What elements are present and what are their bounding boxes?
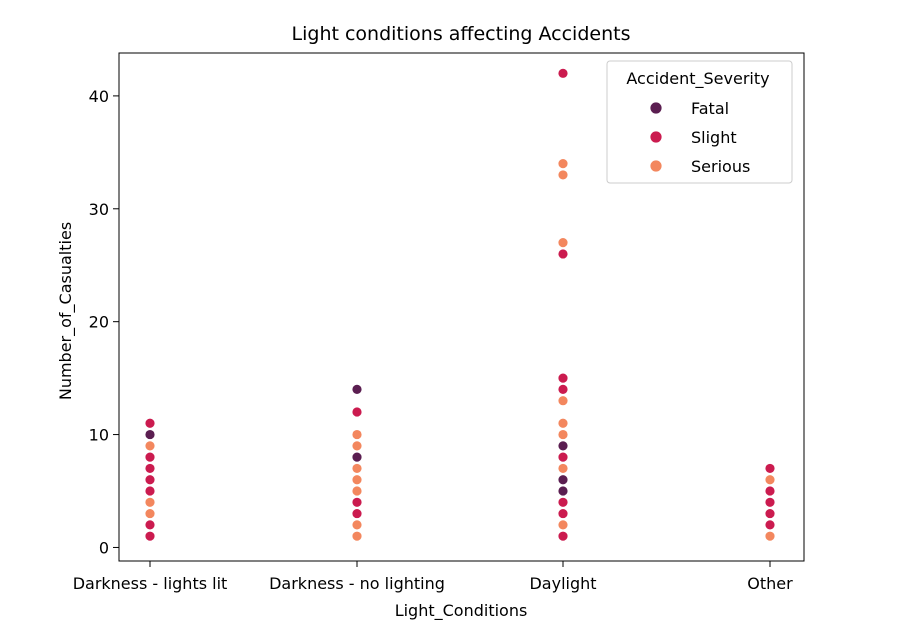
- point-fatal: [144, 429, 156, 440]
- points-layer: [144, 67, 776, 542]
- point-serious: [351, 440, 363, 452]
- point-slight: [557, 372, 569, 384]
- point-slight: [557, 384, 569, 395]
- y-tick-label: 20: [89, 313, 109, 332]
- point-slight: [764, 496, 776, 508]
- x-tick-label-daylight: Daylight: [529, 574, 596, 593]
- legend-entries: Fatal Slight Serious: [649, 99, 750, 176]
- x-axis-label: Light_Conditions: [395, 601, 528, 621]
- point-slight: [557, 530, 569, 542]
- point-serious: [557, 158, 569, 170]
- plot-frame: [118, 52, 805, 562]
- point-fatal: [351, 451, 363, 463]
- point-serious: [764, 530, 776, 542]
- point-slight: [351, 508, 363, 519]
- y-tick-label: 10: [89, 426, 109, 445]
- point-serious: [144, 496, 156, 508]
- legend-marker-serious: [649, 159, 663, 173]
- legend-box: [606, 60, 793, 184]
- point-slight: [557, 496, 569, 508]
- point-slight: [351, 496, 363, 508]
- legend-label-serious: Serious: [691, 157, 750, 176]
- point-slight: [764, 519, 776, 531]
- point-serious: [557, 519, 569, 531]
- x-tick-label-darkness-no-lighting: Darkness - no lighting: [269, 574, 445, 593]
- legend-marker-fatal: [649, 101, 663, 115]
- legend-label-slight: Slight: [691, 128, 737, 147]
- point-slight: [144, 485, 156, 497]
- chart-title: Light conditions affecting Accidents: [292, 23, 631, 45]
- point-slight: [557, 451, 569, 463]
- point-serious: [351, 463, 363, 474]
- point-serious: [557, 417, 569, 429]
- x-tick-label-other: Other: [747, 574, 793, 593]
- point-serious: [351, 474, 363, 486]
- point-fatal: [557, 440, 569, 452]
- point-serious: [557, 169, 569, 181]
- legend-marker-slight: [649, 130, 663, 144]
- point-slight: [351, 406, 363, 418]
- y-tick-label: 40: [89, 87, 109, 106]
- y-axis-label: Number_of_Casualties: [56, 222, 76, 400]
- point-slight: [144, 530, 156, 542]
- point-serious: [764, 474, 776, 486]
- point-slight: [144, 519, 156, 531]
- point-serious: [144, 440, 156, 452]
- point-serious: [557, 429, 569, 440]
- point-serious: [144, 508, 156, 519]
- legend-label-fatal: Fatal: [691, 99, 729, 118]
- point-serious: [351, 485, 363, 497]
- point-slight: [764, 508, 776, 519]
- point-serious: [557, 463, 569, 474]
- point-serious: [351, 530, 363, 542]
- legend-title: Accident_Severity: [626, 69, 769, 89]
- point-serious: [557, 395, 569, 407]
- point-fatal: [557, 485, 569, 497]
- y-axis: 0 10 20 30 40: [89, 87, 119, 557]
- x-tick-label-darkness-lights-lit: Darkness - lights lit: [73, 574, 228, 593]
- point-slight: [557, 508, 569, 519]
- point-serious: [557, 237, 569, 249]
- point-slight: [764, 485, 776, 497]
- point-fatal: [557, 474, 569, 486]
- y-tick-label: 30: [89, 200, 109, 219]
- point-slight: [764, 463, 776, 474]
- point-slight: [144, 474, 156, 486]
- point-serious: [351, 519, 363, 531]
- point-slight: [557, 67, 569, 79]
- point-slight: [144, 463, 156, 474]
- point-fatal: [351, 384, 363, 395]
- point-slight: [557, 248, 569, 260]
- point-slight: [144, 417, 156, 429]
- y-tick-label: 0: [99, 538, 109, 557]
- legend: Accident_Severity Fatal Slight Serious: [606, 60, 793, 184]
- point-serious: [351, 429, 363, 440]
- point-slight: [144, 451, 156, 463]
- x-axis: Darkness - lights lit Darkness - no light…: [73, 561, 793, 593]
